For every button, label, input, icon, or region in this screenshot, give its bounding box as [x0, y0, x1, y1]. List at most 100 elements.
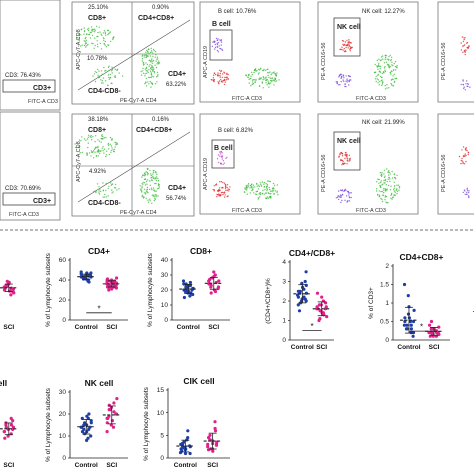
event-dot: [344, 188, 346, 190]
data-point: [11, 419, 15, 423]
event-dot: [156, 81, 158, 83]
event-dot: [145, 193, 147, 195]
event-cloud: [211, 37, 224, 53]
event-dot: [157, 74, 159, 76]
data-point: [105, 285, 110, 289]
event-dot: [392, 75, 394, 77]
event-dot: [345, 46, 347, 49]
event-dot: [244, 188, 246, 190]
event-dot: [116, 69, 118, 72]
event-dot: [244, 191, 246, 193]
event-dot: [86, 33, 88, 35]
event-dot: [467, 83, 469, 85]
event-dot: [147, 172, 149, 175]
event-dot: [346, 157, 348, 159]
event-dot: [111, 147, 113, 149]
event-dot: [92, 42, 94, 45]
event-dot: [96, 40, 98, 42]
event-dot: [141, 185, 143, 187]
data-point: [85, 438, 89, 442]
data-point: [428, 323, 432, 327]
x-tick-label: Control: [397, 344, 420, 351]
x-tick-label: SCI: [3, 324, 14, 331]
event-dot: [97, 139, 99, 141]
event-dot: [464, 193, 466, 195]
event-dot: [339, 189, 342, 191]
event-dot: [467, 153, 469, 156]
cik-flow-panel: PE-A CD16+56: [437, 113, 474, 215]
event-dot: [98, 186, 100, 188]
event-dot: [396, 192, 398, 195]
event-dot: [146, 174, 149, 176]
event-dot: [97, 149, 100, 151]
event-cloud: [74, 134, 119, 159]
event-dot: [464, 153, 466, 155]
event-dot: [221, 76, 223, 79]
bcell-xlabel: FITC-A CD3: [232, 208, 262, 214]
event-dot: [266, 190, 268, 192]
event-dot: [104, 80, 107, 82]
event-dot: [248, 82, 250, 84]
event-dot: [468, 195, 470, 197]
event-dot: [108, 78, 111, 81]
event-dot: [390, 197, 392, 199]
event-dot: [78, 37, 80, 39]
event-dot: [341, 189, 344, 191]
event-dot: [147, 199, 149, 201]
event-dot: [462, 146, 465, 148]
event-dot: [221, 80, 223, 82]
data-point: [11, 290, 15, 294]
event-dot: [146, 171, 149, 174]
event-dot: [220, 150, 222, 153]
event-dot: [141, 191, 143, 193]
event-dot: [210, 79, 212, 81]
data-point: [303, 297, 307, 301]
event-dot: [115, 143, 117, 146]
event-dot: [80, 34, 82, 36]
event-dot: [219, 74, 221, 77]
event-dot: [341, 46, 343, 48]
event-dot: [104, 193, 106, 196]
nk-ylabel: PE-A CD16+56: [321, 43, 327, 80]
event-dot: [151, 75, 153, 77]
event-dot: [145, 197, 147, 200]
event-dot: [213, 190, 215, 192]
event-cloud: [216, 150, 228, 166]
event-dot: [94, 44, 96, 47]
event-dot: [377, 64, 380, 66]
event-dot: [389, 173, 391, 175]
event-dot: [79, 152, 82, 154]
event-cloud: [92, 65, 124, 87]
event-dot: [84, 37, 87, 40]
event-dot: [263, 68, 265, 71]
data-point: [181, 279, 186, 283]
event-dot: [143, 56, 145, 58]
y-tick-label: 20: [59, 297, 67, 304]
event-dot: [85, 46, 87, 48]
event-dot: [144, 68, 146, 70]
event-dot: [383, 182, 385, 184]
data-point: [213, 426, 217, 431]
event-dot: [378, 62, 380, 64]
event-dot: [393, 181, 395, 183]
event-dot: [463, 86, 465, 88]
event-dot: [89, 135, 91, 138]
event-dot: [216, 49, 219, 52]
event-dot: [100, 141, 102, 143]
event-dot: [95, 155, 98, 157]
event-dot: [390, 79, 393, 81]
event-dot: [98, 190, 100, 192]
event-dot: [265, 182, 267, 185]
event-dot: [267, 180, 269, 182]
event-dot: [466, 188, 468, 190]
event-dot: [155, 195, 157, 198]
y-tick-label: 15: [157, 387, 165, 394]
event-dot: [90, 26, 93, 28]
event-dot: [386, 168, 388, 170]
event-dot: [99, 42, 102, 45]
event-dot: [267, 68, 269, 71]
data-point: [6, 434, 10, 438]
event-dot: [76, 37, 79, 39]
event-dot: [93, 148, 96, 150]
event-dot: [385, 55, 388, 57]
